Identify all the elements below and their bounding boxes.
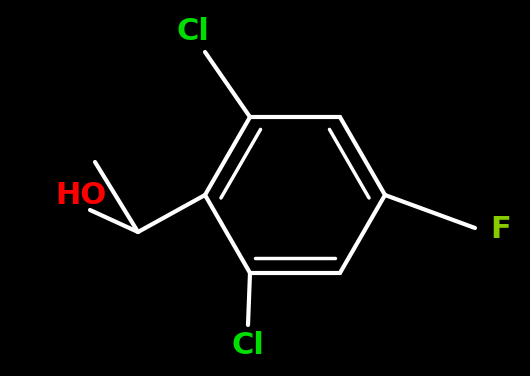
Text: F: F [490, 215, 511, 244]
Text: Cl: Cl [176, 18, 209, 47]
Text: Cl: Cl [232, 331, 264, 359]
Text: HO: HO [55, 180, 106, 209]
